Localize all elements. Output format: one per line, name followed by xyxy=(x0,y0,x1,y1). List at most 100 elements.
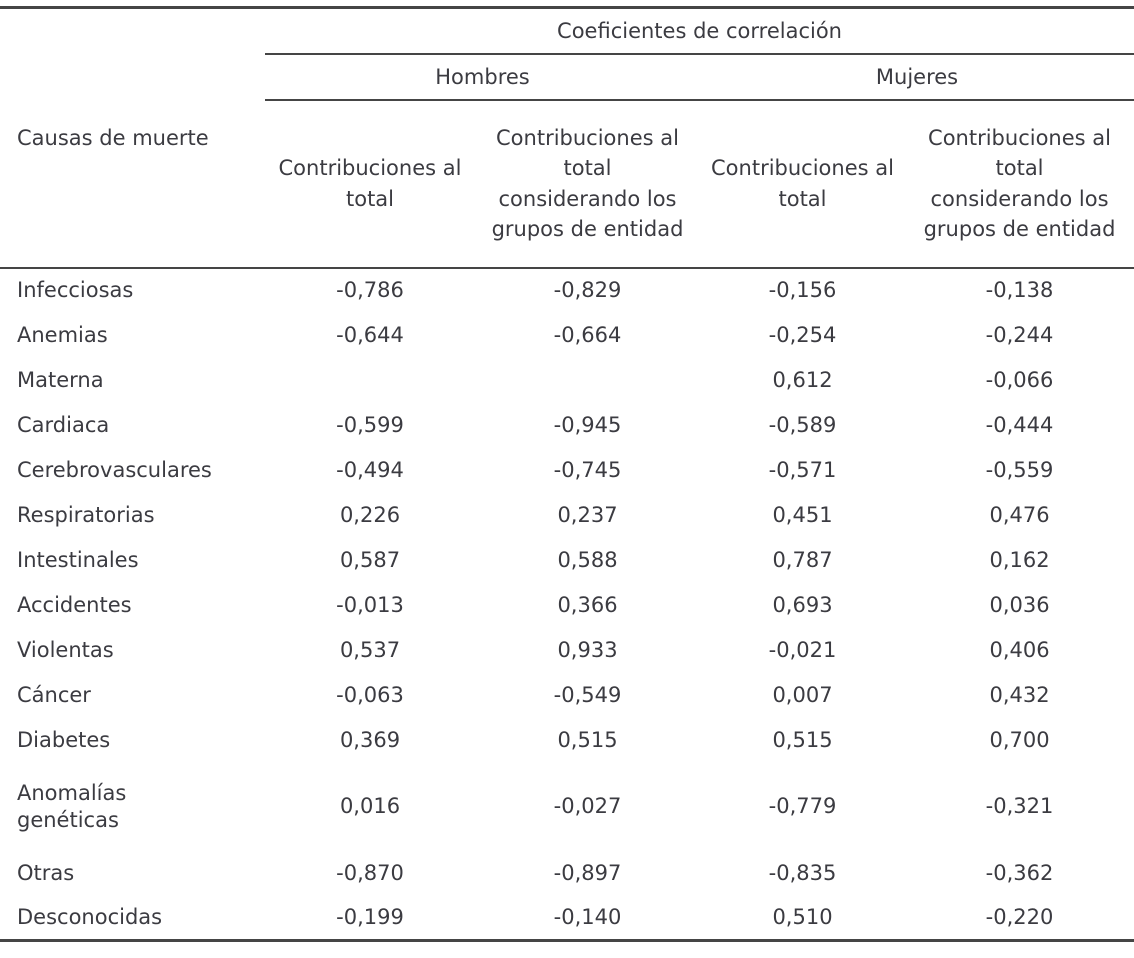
row-label: Otras xyxy=(17,860,75,885)
correlation-table: Causas de muerte Coeficientes de correla… xyxy=(0,6,1134,942)
value-cell: 0,612 xyxy=(772,367,833,392)
value-cell: 0,515 xyxy=(772,727,833,752)
table-row: Cardiaca -0,599 -0,945 -0,589 -0,444 xyxy=(0,403,1134,448)
value-cell: 0,162 xyxy=(989,547,1050,572)
header-sub-row: Contribuciones al total Contribuciones a… xyxy=(0,99,1134,269)
value-cell: -0,254 xyxy=(768,322,837,347)
table-row: Materna 0,612 -0,066 xyxy=(0,358,1134,403)
table-row: Diabetes 0,369 0,515 0,515 0,700 xyxy=(0,718,1134,763)
value-cell: 0,933 xyxy=(557,637,618,662)
table-row: Intestinales 0,587 0,588 0,787 0,162 xyxy=(0,538,1134,583)
row-header-title: Causas de muerte xyxy=(0,7,265,269)
row-label: Accidentes xyxy=(17,592,132,617)
top-header-coeficientes: Coeficientes de correlación xyxy=(265,7,1134,55)
value-cell: -0,559 xyxy=(985,457,1054,482)
value-cell: 0,036 xyxy=(989,592,1050,617)
value-cell: -0,244 xyxy=(985,322,1054,347)
table-row: Anomalías genéticas 0,016 -0,027 -0,779 … xyxy=(0,763,1134,851)
value-cell: -0,549 xyxy=(553,682,622,707)
value-cell: -0,897 xyxy=(553,860,622,885)
value-cell: -0,140 xyxy=(553,905,622,930)
value-cell: -0,220 xyxy=(985,905,1054,930)
sub-header-hombres-total: Contribuciones al total xyxy=(265,99,475,269)
value-cell: 0,451 xyxy=(772,502,833,527)
value-cell: 0,515 xyxy=(557,727,618,752)
value-cell: 0,366 xyxy=(557,592,618,617)
row-label: Materna xyxy=(17,367,104,392)
value-cell: -0,571 xyxy=(768,457,837,482)
value-cell: 0,587 xyxy=(339,547,401,572)
header-title-row: Causas de muerte Coeficientes de correla… xyxy=(0,7,1134,269)
value-cell xyxy=(475,358,700,403)
row-label: Intestinales xyxy=(17,547,139,572)
sub-header-label: Contribuciones al total considerando los… xyxy=(491,125,684,241)
row-label: Cardiaca xyxy=(17,412,110,437)
row-label: Respiratorias xyxy=(17,502,155,527)
group-header-mujeres: Mujeres xyxy=(700,53,1134,101)
row-label: Anomalías genéticas xyxy=(17,781,127,832)
row-label: Violentas xyxy=(17,637,114,662)
value-cell: -0,156 xyxy=(768,278,837,303)
header-group-row: Hombres Mujeres xyxy=(0,53,1134,101)
value-cell: 0,406 xyxy=(989,637,1050,662)
table-row: Desconocidas -0,199 -0,140 0,510 -0,220 xyxy=(0,896,1134,941)
value-cell: -0,321 xyxy=(985,794,1054,819)
value-cell xyxy=(265,358,475,403)
value-cell: -0,021 xyxy=(768,637,837,662)
group-header-hombres: Hombres xyxy=(265,53,700,101)
sub-header-label: Contribuciones al total xyxy=(711,156,894,211)
value-cell: -0,779 xyxy=(768,794,837,819)
value-cell: 0,700 xyxy=(989,727,1050,752)
value-cell: 0,432 xyxy=(989,682,1050,707)
value-cell: -0,362 xyxy=(985,860,1054,885)
sub-header-hombres-grupos-entidad: Contribuciones al total considerando los… xyxy=(475,99,700,269)
value-cell: 0,510 xyxy=(772,905,833,930)
table-header: Causas de muerte Coeficientes de correla… xyxy=(0,7,1134,269)
value-cell: -0,444 xyxy=(985,412,1054,437)
table-row: Accidentes -0,013 0,366 0,693 0,036 xyxy=(0,583,1134,628)
row-label: Infecciosas xyxy=(17,278,134,303)
value-cell: 0,476 xyxy=(989,502,1050,527)
value-cell: 0,693 xyxy=(772,592,833,617)
value-cell: 0,237 xyxy=(557,502,618,527)
value-cell: 0,588 xyxy=(557,547,618,572)
value-cell: -0,829 xyxy=(553,278,622,303)
table-row: Cerebrovasculares -0,494 -0,745 -0,571 -… xyxy=(0,448,1134,493)
table-body: Infecciosas -0,786 -0,829 -0,156 -0,138 … xyxy=(0,268,1134,941)
value-cell: -0,870 xyxy=(336,860,404,885)
value-cell: -0,599 xyxy=(336,412,404,437)
value-cell: 0,537 xyxy=(339,637,401,662)
value-cell: -0,664 xyxy=(553,322,622,347)
value-cell: -0,494 xyxy=(336,457,404,482)
value-cell: 0,226 xyxy=(339,502,401,527)
table-row: Otras -0,870 -0,897 -0,835 -0,362 xyxy=(0,851,1134,896)
table-row: Cáncer -0,063 -0,549 0,007 0,432 xyxy=(0,673,1134,718)
value-cell: 0,369 xyxy=(339,727,401,752)
value-cell: -0,066 xyxy=(985,367,1054,392)
table-row: Respiratorias 0,226 0,237 0,451 0,476 xyxy=(0,493,1134,538)
value-cell: 0,787 xyxy=(772,547,833,572)
table-row: Infecciosas -0,786 -0,829 -0,156 -0,138 xyxy=(0,268,1134,313)
value-cell: 0,007 xyxy=(772,682,833,707)
value-cell: -0,786 xyxy=(336,278,404,303)
value-cell: -0,013 xyxy=(336,592,404,617)
row-label: Anemias xyxy=(17,322,108,347)
row-label: Diabetes xyxy=(17,727,111,752)
value-cell: -0,589 xyxy=(768,412,837,437)
row-label: Cáncer xyxy=(17,682,91,707)
value-cell: -0,063 xyxy=(336,682,404,707)
sub-header-label: Contribuciones al total considerando los… xyxy=(923,125,1116,241)
row-label: Desconocidas xyxy=(17,905,163,930)
sub-header-mujeres-grupos-entidad: Contribuciones al total considerando los… xyxy=(905,99,1134,269)
value-cell: -0,835 xyxy=(768,860,837,885)
value-cell: -0,138 xyxy=(985,278,1054,303)
row-label: Cerebrovasculares xyxy=(17,457,212,482)
value-cell: 0,016 xyxy=(339,794,401,819)
table-row: Anemias -0,644 -0,664 -0,254 -0,244 xyxy=(0,313,1134,358)
value-cell: -0,745 xyxy=(553,457,622,482)
value-cell: -0,644 xyxy=(336,322,404,347)
sub-header-mujeres-total: Contribuciones al total xyxy=(700,99,905,269)
value-cell: -0,945 xyxy=(553,412,622,437)
value-cell: -0,199 xyxy=(336,905,404,930)
